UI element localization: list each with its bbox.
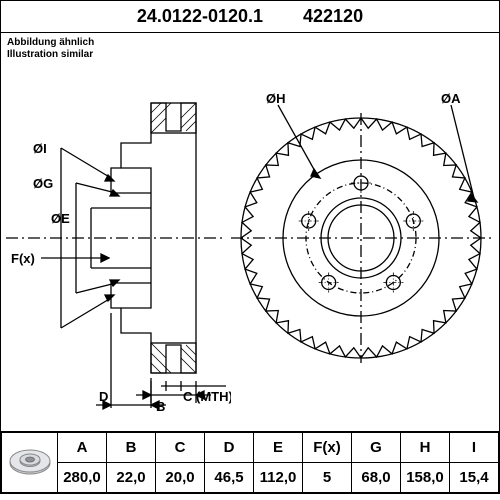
col-I: I — [450, 433, 499, 463]
drawing-area: Abbildung ähnlich Illustration similar — [0, 32, 500, 432]
table-row: 280,0 22,0 20,0 46,5 112,0 5 68,0 158,0 … — [2, 463, 499, 493]
dimension-table: A B C D E F(x) G H I 280,0 22,0 20,0 46,… — [0, 432, 500, 494]
col-D: D — [205, 433, 254, 463]
short-number: 422120 — [303, 6, 363, 27]
label-Fx: F(x) — [11, 251, 35, 266]
label-A: ØA — [441, 91, 461, 106]
col-C: C — [156, 433, 205, 463]
val-E: 112,0 — [254, 463, 303, 493]
table-row: A B C D E F(x) G H I — [2, 433, 499, 463]
col-G: G — [352, 433, 401, 463]
label-C: C (MTH) — [183, 389, 231, 404]
col-H: H — [401, 433, 450, 463]
caption: Abbildung ähnlich Illustration similar — [7, 37, 94, 61]
label-G: ØG — [33, 176, 53, 191]
val-A: 280,0 — [58, 463, 107, 493]
label-D: D — [99, 389, 108, 404]
caption-en: Illustration similar — [7, 49, 94, 61]
caption-de: Abbildung ähnlich — [7, 37, 94, 49]
front-view-diagram: ØH ØA — [226, 63, 496, 413]
rotor-icon-cell — [2, 433, 58, 493]
label-B: B — [156, 399, 165, 413]
val-C: 20,0 — [156, 463, 205, 493]
val-B: 22,0 — [107, 463, 156, 493]
header-bar: 24.0122-0120.1 422120 — [0, 0, 500, 32]
part-number: 24.0122-0120.1 — [137, 6, 263, 27]
brake-rotor-icon — [7, 440, 53, 486]
val-I: 15,4 — [450, 463, 499, 493]
label-E: ØE — [51, 211, 70, 226]
val-Fx: 5 — [303, 463, 352, 493]
col-Fx: F(x) — [303, 433, 352, 463]
side-view-diagram: ØI ØG ØE F(x) B D C (MTH) — [1, 63, 231, 413]
label-I: ØI — [33, 141, 47, 156]
col-A: A — [58, 433, 107, 463]
label-H: ØH — [266, 91, 286, 106]
val-G: 68,0 — [352, 463, 401, 493]
val-H: 158,0 — [401, 463, 450, 493]
col-B: B — [107, 433, 156, 463]
col-E: E — [254, 433, 303, 463]
val-D: 46,5 — [205, 463, 254, 493]
